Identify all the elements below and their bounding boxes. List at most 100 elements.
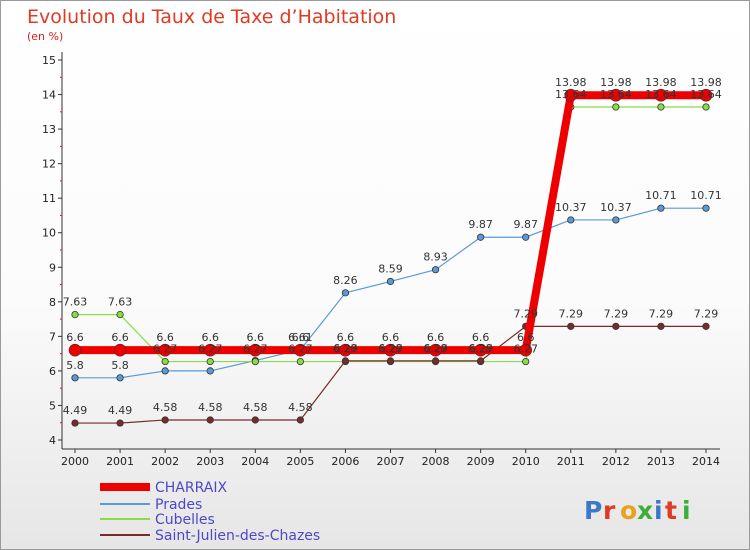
data-point: [206, 367, 214, 375]
y-tick-label: 5: [49, 399, 56, 412]
data-point: [161, 416, 169, 424]
data-point: [68, 343, 82, 357]
data-point: [113, 343, 127, 357]
data-point: [71, 374, 79, 382]
data-label: 4.58: [243, 401, 268, 414]
data-label: 6.6: [66, 331, 84, 344]
data-point: [116, 374, 124, 382]
data-point: [522, 357, 530, 366]
x-tick-label: 2002: [151, 455, 179, 468]
data-point: [294, 343, 307, 357]
x-tick-label: 2010: [512, 455, 540, 468]
data-point: [296, 416, 304, 424]
data-point: [251, 357, 259, 366]
data-label: 13.64: [555, 88, 587, 101]
series-layer: [68, 88, 713, 427]
data-label: 6.29: [378, 342, 403, 355]
data-label: 6.6: [156, 331, 174, 344]
data-point: [654, 88, 668, 102]
data-label: 6.6: [382, 331, 400, 344]
y-tick-label: 8: [49, 296, 56, 309]
legend-label: CHARRAIX: [155, 480, 227, 496]
data-point: [657, 103, 665, 111]
data-point: [251, 416, 259, 424]
x-tick-label: 2000: [61, 455, 89, 468]
x-tick-label: 2007: [377, 455, 405, 468]
data-point: [248, 343, 262, 357]
data-point: [386, 277, 395, 286]
logo-letter: P: [584, 496, 602, 525]
logo-letter: i: [654, 496, 663, 525]
data-point: [702, 103, 710, 111]
data-label: 5.8: [66, 359, 84, 372]
x-tick-label: 2011: [557, 455, 585, 468]
legend-label: Cubelles: [155, 512, 215, 528]
data-label: 13.98: [645, 76, 677, 89]
data-point: [699, 88, 713, 102]
series-line-2: [75, 106, 706, 363]
y-tick-label: 6: [49, 365, 56, 378]
data-point: [564, 88, 578, 102]
data-label: 6.27: [198, 343, 223, 356]
data-label: 9.87: [468, 218, 493, 231]
data-label: 7.29: [604, 307, 629, 320]
data-label: 6.29: [333, 342, 358, 355]
data-label: 6.27: [243, 343, 268, 356]
data-label: 7.29: [694, 307, 719, 320]
legend-label: Saint-Julien-des-Chazes: [155, 528, 320, 544]
data-label: 8.93: [423, 251, 448, 264]
data-point: [116, 419, 124, 427]
data-label: 7.63: [63, 296, 88, 309]
x-tick-label: 2014: [692, 455, 720, 468]
axes: 4 5 6 7 8 9 10 11 12 13 14 15 2000 2001 2002 2003 2004 20…: [42, 52, 720, 468]
y-tick-label: 15: [42, 54, 56, 67]
data-point: [519, 343, 533, 357]
data-label: 13.98: [690, 76, 722, 89]
data-label: 8.59: [378, 262, 403, 275]
y-tick-label: 12: [42, 158, 56, 171]
x-tick-label: 2013: [647, 455, 675, 468]
data-label: 7.63: [108, 296, 133, 309]
data-point: [431, 357, 440, 365]
data-point: [567, 216, 575, 224]
data-point: [612, 216, 620, 224]
data-point: [203, 343, 217, 357]
data-label: 10.37: [555, 201, 587, 214]
data-label: 6.27: [378, 343, 403, 356]
data-point: [474, 343, 487, 357]
data-label: 6.27: [513, 343, 538, 356]
data-label: 6.27: [468, 343, 493, 356]
data-point: [206, 357, 214, 366]
data-point: [567, 322, 575, 330]
data-point: [477, 233, 485, 241]
data-label: 6.27: [333, 343, 358, 356]
data-label: 6.61: [288, 331, 313, 344]
data-point: [657, 204, 665, 212]
legend: CHARRAIXPradesCubellesSaint-Julien-des-C…: [100, 480, 320, 544]
data-label: 13.64: [645, 88, 677, 101]
y-tick-label: 13: [42, 123, 56, 136]
data-label: 7.29: [513, 307, 538, 320]
data-label: 6.6: [292, 331, 310, 344]
data-label: 6.6: [201, 331, 219, 344]
y-tick-label: 11: [42, 192, 56, 205]
data-point: [161, 357, 169, 366]
data-point: [431, 266, 440, 274]
data-label: 6.6: [517, 331, 535, 344]
x-tick-label: 2004: [241, 455, 269, 468]
logo-letter: o: [620, 496, 637, 525]
data-point: [612, 322, 620, 330]
data-point: [384, 343, 397, 357]
x-tick-label: 2005: [286, 455, 314, 468]
data-point: [657, 322, 665, 330]
data-point: [116, 310, 124, 319]
x-tick-label: 2006: [331, 455, 359, 468]
data-label: 6.27: [153, 343, 178, 356]
logo-letter: x: [637, 496, 653, 525]
legend-label: Prades: [155, 497, 202, 513]
data-label: 6.27: [423, 343, 448, 356]
y-tick-label: 14: [42, 89, 56, 102]
data-point: [341, 289, 350, 297]
